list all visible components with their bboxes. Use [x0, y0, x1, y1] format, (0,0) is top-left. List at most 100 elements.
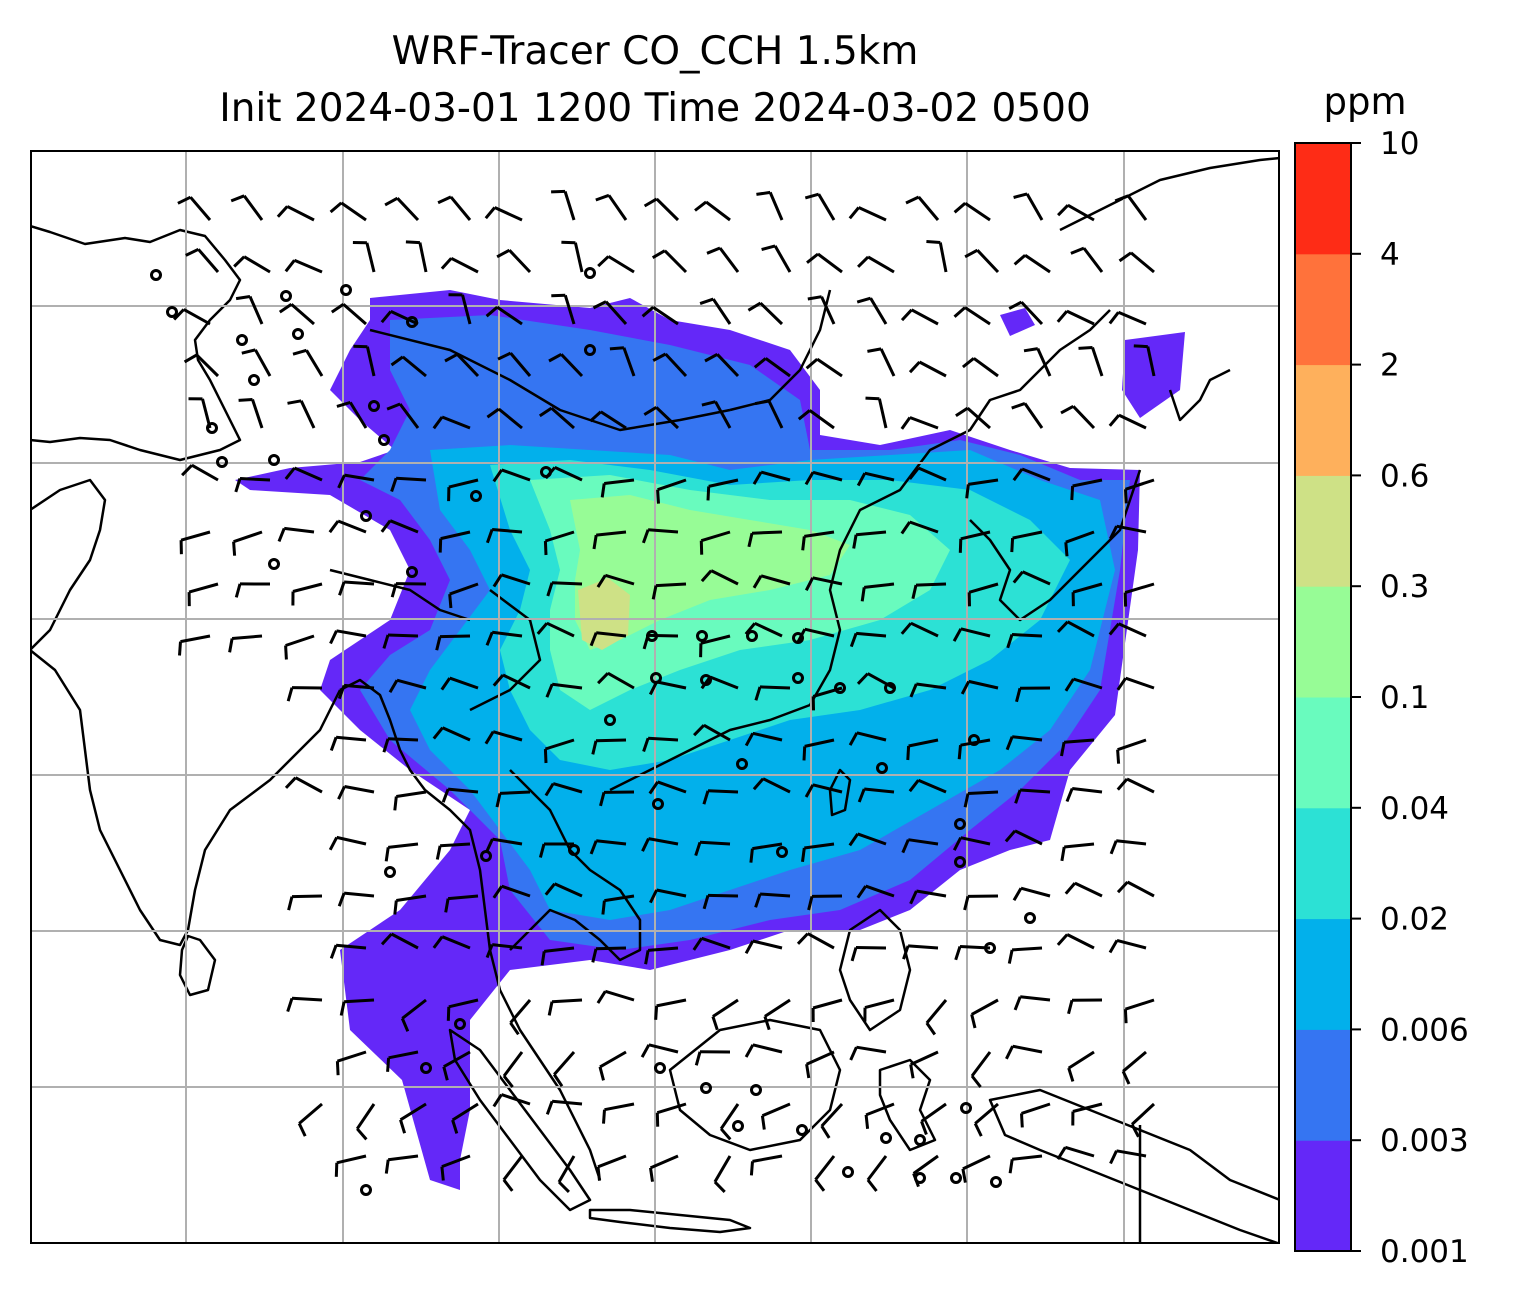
wind-barb-flag [337, 785, 346, 800]
wind-barb-shaft [806, 932, 835, 950]
wind-barb [329, 201, 367, 222]
wind-barb-flag [699, 297, 714, 306]
wind-barb-shaft [390, 310, 419, 326]
wind-barb [497, 351, 532, 377]
wind-barb-flag [648, 781, 659, 795]
wind-barb-flag [484, 206, 496, 220]
wind-barb-flag [651, 585, 658, 600]
wind-barb-shaft [239, 477, 271, 482]
wind-barb-shaft [751, 530, 783, 535]
wind-barb-shaft [1066, 309, 1095, 326]
wind-barb [602, 1102, 635, 1124]
wind-barb [909, 682, 947, 698]
wind-barb-shaft [1116, 938, 1147, 950]
wind-barb-flag [706, 246, 721, 255]
wind-barb-shaft [551, 998, 583, 1004]
wind-barb [609, 346, 636, 377]
wind-barb [1013, 253, 1051, 274]
wind-barb-flag [856, 885, 867, 899]
wind-barb-flag [328, 520, 340, 534]
wind-barb-shaft [1012, 1154, 1043, 1161]
wind-barb-shaft [865, 1102, 895, 1117]
wind-barb [848, 206, 887, 222]
wind-barb [1015, 686, 1051, 703]
wind-barb [557, 1155, 576, 1193]
calm-wind-marker [166, 306, 178, 318]
wind-barb-flag [1006, 634, 1014, 649]
wind-barb [805, 357, 843, 378]
wind-barb-shaft [855, 530, 887, 537]
wind-barb-shaft [908, 738, 939, 748]
wind-barb-shaft [1036, 347, 1052, 377]
wind-barb-shaft [188, 582, 219, 594]
wind-barb-flag [393, 900, 398, 915]
wind-barb [908, 360, 947, 378]
wind-barb-shaft [343, 683, 375, 690]
wind-barb [900, 520, 939, 535]
wind-barb-shaft [656, 998, 687, 1008]
colorbar-tick-label: 4 [1380, 237, 1400, 273]
wind-barb [589, 839, 627, 855]
wind-barb [693, 723, 731, 742]
wind-barb-flag [432, 935, 444, 949]
wind-barb-flag [492, 885, 503, 899]
wind-barb-flag [1012, 570, 1024, 584]
wind-barb-shaft [242, 194, 264, 221]
wind-barb-shaft [917, 196, 940, 221]
wind-barb-shaft [960, 738, 991, 747]
wind-barb [335, 1050, 367, 1076]
wind-barb-shaft [501, 884, 531, 898]
wind-barb [444, 352, 480, 378]
wind-barb-flag [601, 900, 606, 915]
wind-barb-shaft [1091, 347, 1104, 377]
wind-barb-flag [1133, 344, 1148, 349]
wind-barb [643, 197, 680, 222]
wind-barb-flag [747, 301, 762, 312]
wind-barb [287, 894, 323, 911]
wind-barb-flag [284, 467, 296, 480]
wind-barb [807, 295, 836, 325]
wind-barb [1078, 346, 1104, 377]
colorbar-tick-label: 0.003 [1380, 1123, 1469, 1159]
wind-barb-shaft [879, 348, 896, 377]
wind-barb-flag [609, 346, 625, 351]
wind-barb-flag [641, 306, 655, 318]
wind-barb [640, 1043, 679, 1058]
wind-barb [649, 1154, 679, 1182]
wind-barb-shaft [804, 738, 835, 748]
wind-barb [1008, 1154, 1043, 1174]
wind-barb-flag [1023, 347, 1039, 353]
wind-barb-flag [386, 402, 401, 411]
wind-barb-shaft [343, 891, 375, 898]
wind-barb-flag [692, 937, 703, 951]
wind-barb-shaft [1116, 839, 1147, 846]
wind-barb [805, 1050, 835, 1079]
wind-barb-shaft [343, 580, 375, 586]
wind-barb-flag [545, 1100, 554, 1115]
wind-barb-shaft [916, 889, 947, 898]
wind-barb-flag [641, 529, 650, 544]
wind-barb-shaft [553, 882, 583, 898]
wind-barb-shaft [595, 738, 627, 743]
wind-barb [1071, 582, 1103, 607]
wind-barb-shaft [389, 519, 419, 534]
wind-barb-shaft [960, 530, 991, 541]
wind-barb [694, 840, 731, 857]
wind-barb [451, 1102, 479, 1134]
wind-barb [552, 1051, 576, 1088]
wind-barb-shaft [657, 478, 687, 492]
wind-barb [492, 1093, 531, 1108]
wind-barb-shaft [910, 621, 939, 638]
wind-barb-flag [906, 745, 911, 761]
wind-barb [1065, 787, 1103, 803]
wind-barb-shaft [563, 294, 576, 325]
wind-barb-flag [390, 583, 398, 598]
wind-barb-flag [446, 1006, 451, 1021]
wind-barb-shaft [1118, 413, 1147, 430]
wind-barb-shaft [760, 574, 791, 586]
calm-wind-marker [914, 1172, 926, 1184]
colorbar-tick-label: 0.001 [1380, 1234, 1469, 1270]
wind-barb-shaft [864, 998, 895, 1010]
sumatra [448, 1028, 592, 1212]
wind-barb [1109, 1149, 1147, 1165]
